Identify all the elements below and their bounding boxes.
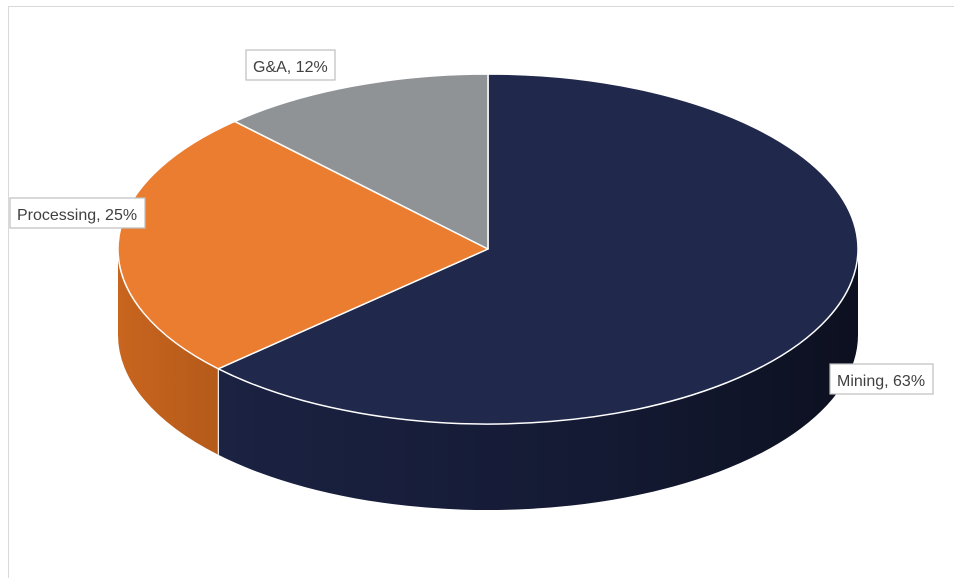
pie-side-processing (118, 249, 219, 455)
pie-slice-g-a[interactable] (233, 73, 489, 250)
data-label-text: G&A, 12% (253, 59, 328, 76)
data-label-box (245, 49, 336, 81)
data-label-g-a: G&A, 12% (245, 49, 336, 81)
pie-side-mining (218, 249, 858, 511)
pie-slice-mining[interactable] (217, 73, 859, 425)
data-label-text: Mining, 63% (837, 373, 925, 390)
data-label-box (829, 363, 934, 395)
data-label-text: Processing, 25% (17, 207, 137, 224)
data-label-box (9, 197, 146, 229)
data-label-mining: Mining, 63% (829, 363, 934, 395)
chart-area (8, 6, 954, 578)
data-label-processing: Processing, 25% (9, 197, 146, 229)
pie-slice-processing[interactable] (117, 120, 489, 370)
